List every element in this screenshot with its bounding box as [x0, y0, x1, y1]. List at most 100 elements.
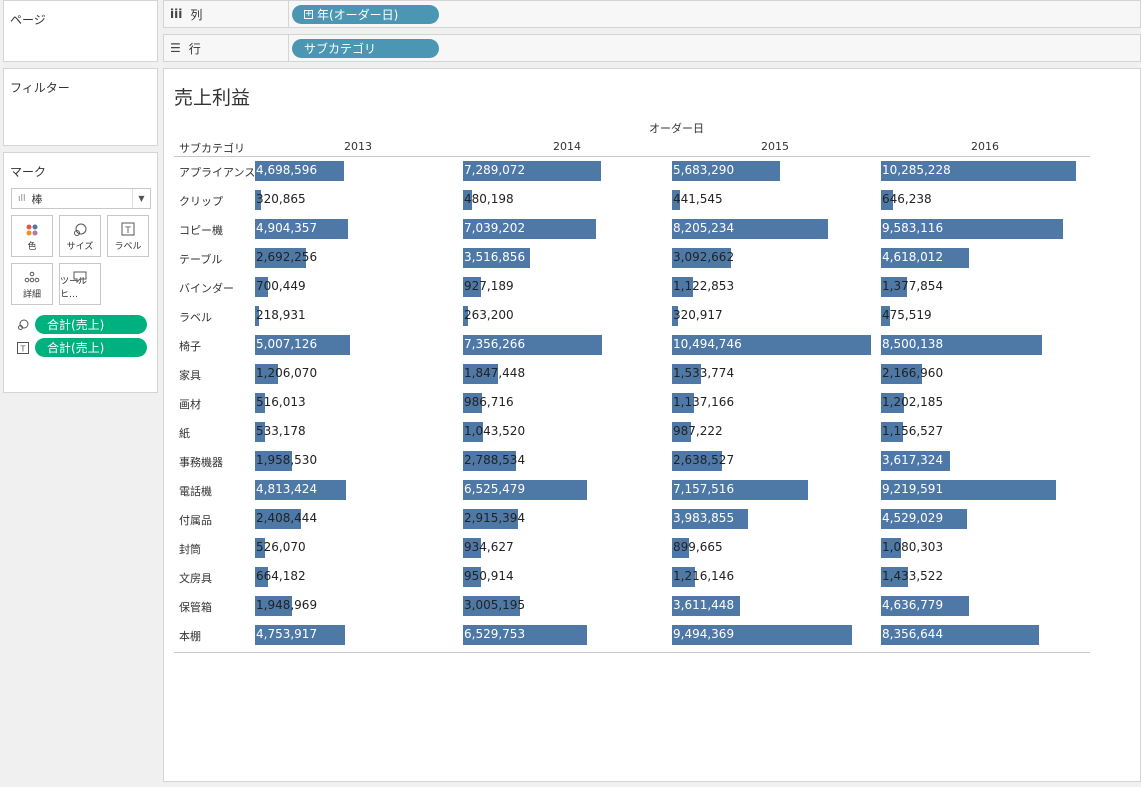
- bar[interactable]: [672, 190, 680, 210]
- tooltip-icon: [60, 270, 100, 287]
- bar[interactable]: [255, 625, 345, 645]
- subcategory-pill[interactable]: サブカテゴリ: [292, 39, 439, 58]
- bar[interactable]: [881, 538, 901, 558]
- bar[interactable]: [881, 277, 907, 297]
- bar[interactable]: [672, 219, 828, 239]
- bar[interactable]: [881, 161, 1076, 181]
- size-button[interactable]: サイズ: [59, 215, 101, 257]
- bar[interactable]: [463, 625, 587, 645]
- data-label: 526,070: [256, 540, 306, 554]
- data-label: 6,529,753: [464, 627, 526, 641]
- bar[interactable]: [672, 161, 780, 181]
- bar[interactable]: [881, 480, 1056, 500]
- bar[interactable]: [463, 509, 518, 529]
- bar[interactable]: [463, 277, 481, 297]
- bar[interactable]: [255, 219, 348, 239]
- bar[interactable]: [255, 190, 261, 210]
- bar[interactable]: [881, 364, 922, 384]
- bar[interactable]: [255, 422, 265, 442]
- bar[interactable]: [463, 306, 468, 326]
- bar[interactable]: [881, 190, 893, 210]
- data-label: 2,915,394: [464, 511, 526, 525]
- bar[interactable]: [463, 451, 516, 471]
- bar[interactable]: [255, 451, 292, 471]
- columns-shelf[interactable]: iii 列 + 年(オーダー日): [163, 0, 1141, 28]
- year-header: 2016: [971, 140, 999, 153]
- svg-text:T: T: [20, 345, 26, 354]
- bar[interactable]: [255, 393, 265, 413]
- bar[interactable]: [881, 248, 969, 268]
- size-field-pill[interactable]: 合計(売上): [35, 315, 147, 334]
- bar[interactable]: [255, 567, 268, 587]
- bar[interactable]: [255, 596, 292, 616]
- bar[interactable]: [255, 335, 350, 355]
- bar[interactable]: [672, 538, 689, 558]
- data-label: 320,865: [256, 192, 306, 206]
- rows-label: 行: [188, 41, 201, 56]
- bar[interactable]: [672, 422, 691, 442]
- bar[interactable]: [463, 219, 596, 239]
- mark-type-dropdown[interactable]: ıll 棒 ▼: [11, 188, 151, 209]
- bar[interactable]: [672, 480, 808, 500]
- bar[interactable]: [463, 596, 520, 616]
- bar[interactable]: [672, 509, 748, 529]
- subcategory-label: 保管箱: [179, 601, 212, 614]
- bar[interactable]: [255, 306, 259, 326]
- bar[interactable]: [463, 335, 602, 355]
- rows-shelf[interactable]: ☰ 行 サブカテゴリ: [163, 34, 1141, 62]
- bar[interactable]: [881, 393, 904, 413]
- bar[interactable]: [881, 306, 890, 326]
- bar[interactable]: [881, 335, 1042, 355]
- year-order-date-label: 年(オーダー日): [317, 8, 399, 22]
- bar[interactable]: [463, 567, 481, 587]
- subcategory-label: 事務機器: [179, 456, 223, 469]
- bar[interactable]: [672, 393, 694, 413]
- bar[interactable]: [255, 364, 278, 384]
- marks-card: マーク ıll 棒 ▼ 色 サイズ T ラベル 詳細 ツールヒ…: [3, 152, 158, 393]
- bar[interactable]: [672, 625, 852, 645]
- subcategory-label: 電話機: [179, 485, 212, 498]
- bar[interactable]: [672, 277, 693, 297]
- data-label: 9,219,591: [882, 482, 944, 496]
- data-label: 9,494,369: [673, 627, 735, 641]
- label-field-label: 合計(売上): [47, 341, 105, 355]
- bar[interactable]: [463, 248, 530, 268]
- bar[interactable]: [672, 567, 695, 587]
- bar[interactable]: [255, 161, 344, 181]
- year-order-date-pill[interactable]: + 年(オーダー日): [292, 5, 439, 24]
- bar[interactable]: [672, 306, 678, 326]
- chevron-down-icon[interactable]: ▼: [132, 189, 150, 208]
- bar[interactable]: [255, 509, 301, 529]
- bar[interactable]: [881, 625, 1039, 645]
- tooltip-button[interactable]: ツールヒ…: [59, 263, 101, 305]
- label-button[interactable]: T ラベル: [107, 215, 149, 257]
- expand-icon[interactable]: +: [304, 9, 313, 19]
- bar[interactable]: [672, 364, 701, 384]
- bar[interactable]: [255, 277, 268, 297]
- bar[interactable]: [672, 596, 740, 616]
- bar[interactable]: [463, 161, 601, 181]
- bar[interactable]: [463, 364, 498, 384]
- bar[interactable]: [881, 509, 967, 529]
- bar[interactable]: [463, 393, 482, 413]
- label-field-pill[interactable]: 合計(売上): [35, 338, 147, 357]
- bar[interactable]: [881, 451, 950, 471]
- filters-shelf[interactable]: フィルター: [3, 68, 158, 146]
- color-button[interactable]: 色: [11, 215, 53, 257]
- bar[interactable]: [672, 451, 722, 471]
- bar[interactable]: [881, 596, 969, 616]
- bar[interactable]: [255, 248, 306, 268]
- detail-button[interactable]: 詳細: [11, 263, 53, 305]
- bar[interactable]: [672, 335, 871, 355]
- bar[interactable]: [881, 422, 903, 442]
- bar[interactable]: [672, 248, 731, 268]
- bar[interactable]: [881, 219, 1063, 239]
- bar[interactable]: [463, 190, 472, 210]
- bar[interactable]: [881, 567, 908, 587]
- bar[interactable]: [255, 480, 346, 500]
- bar[interactable]: [255, 538, 265, 558]
- bar[interactable]: [463, 422, 483, 442]
- bar[interactable]: [463, 480, 587, 500]
- pages-shelf[interactable]: ページ: [3, 0, 158, 62]
- bar[interactable]: [463, 538, 481, 558]
